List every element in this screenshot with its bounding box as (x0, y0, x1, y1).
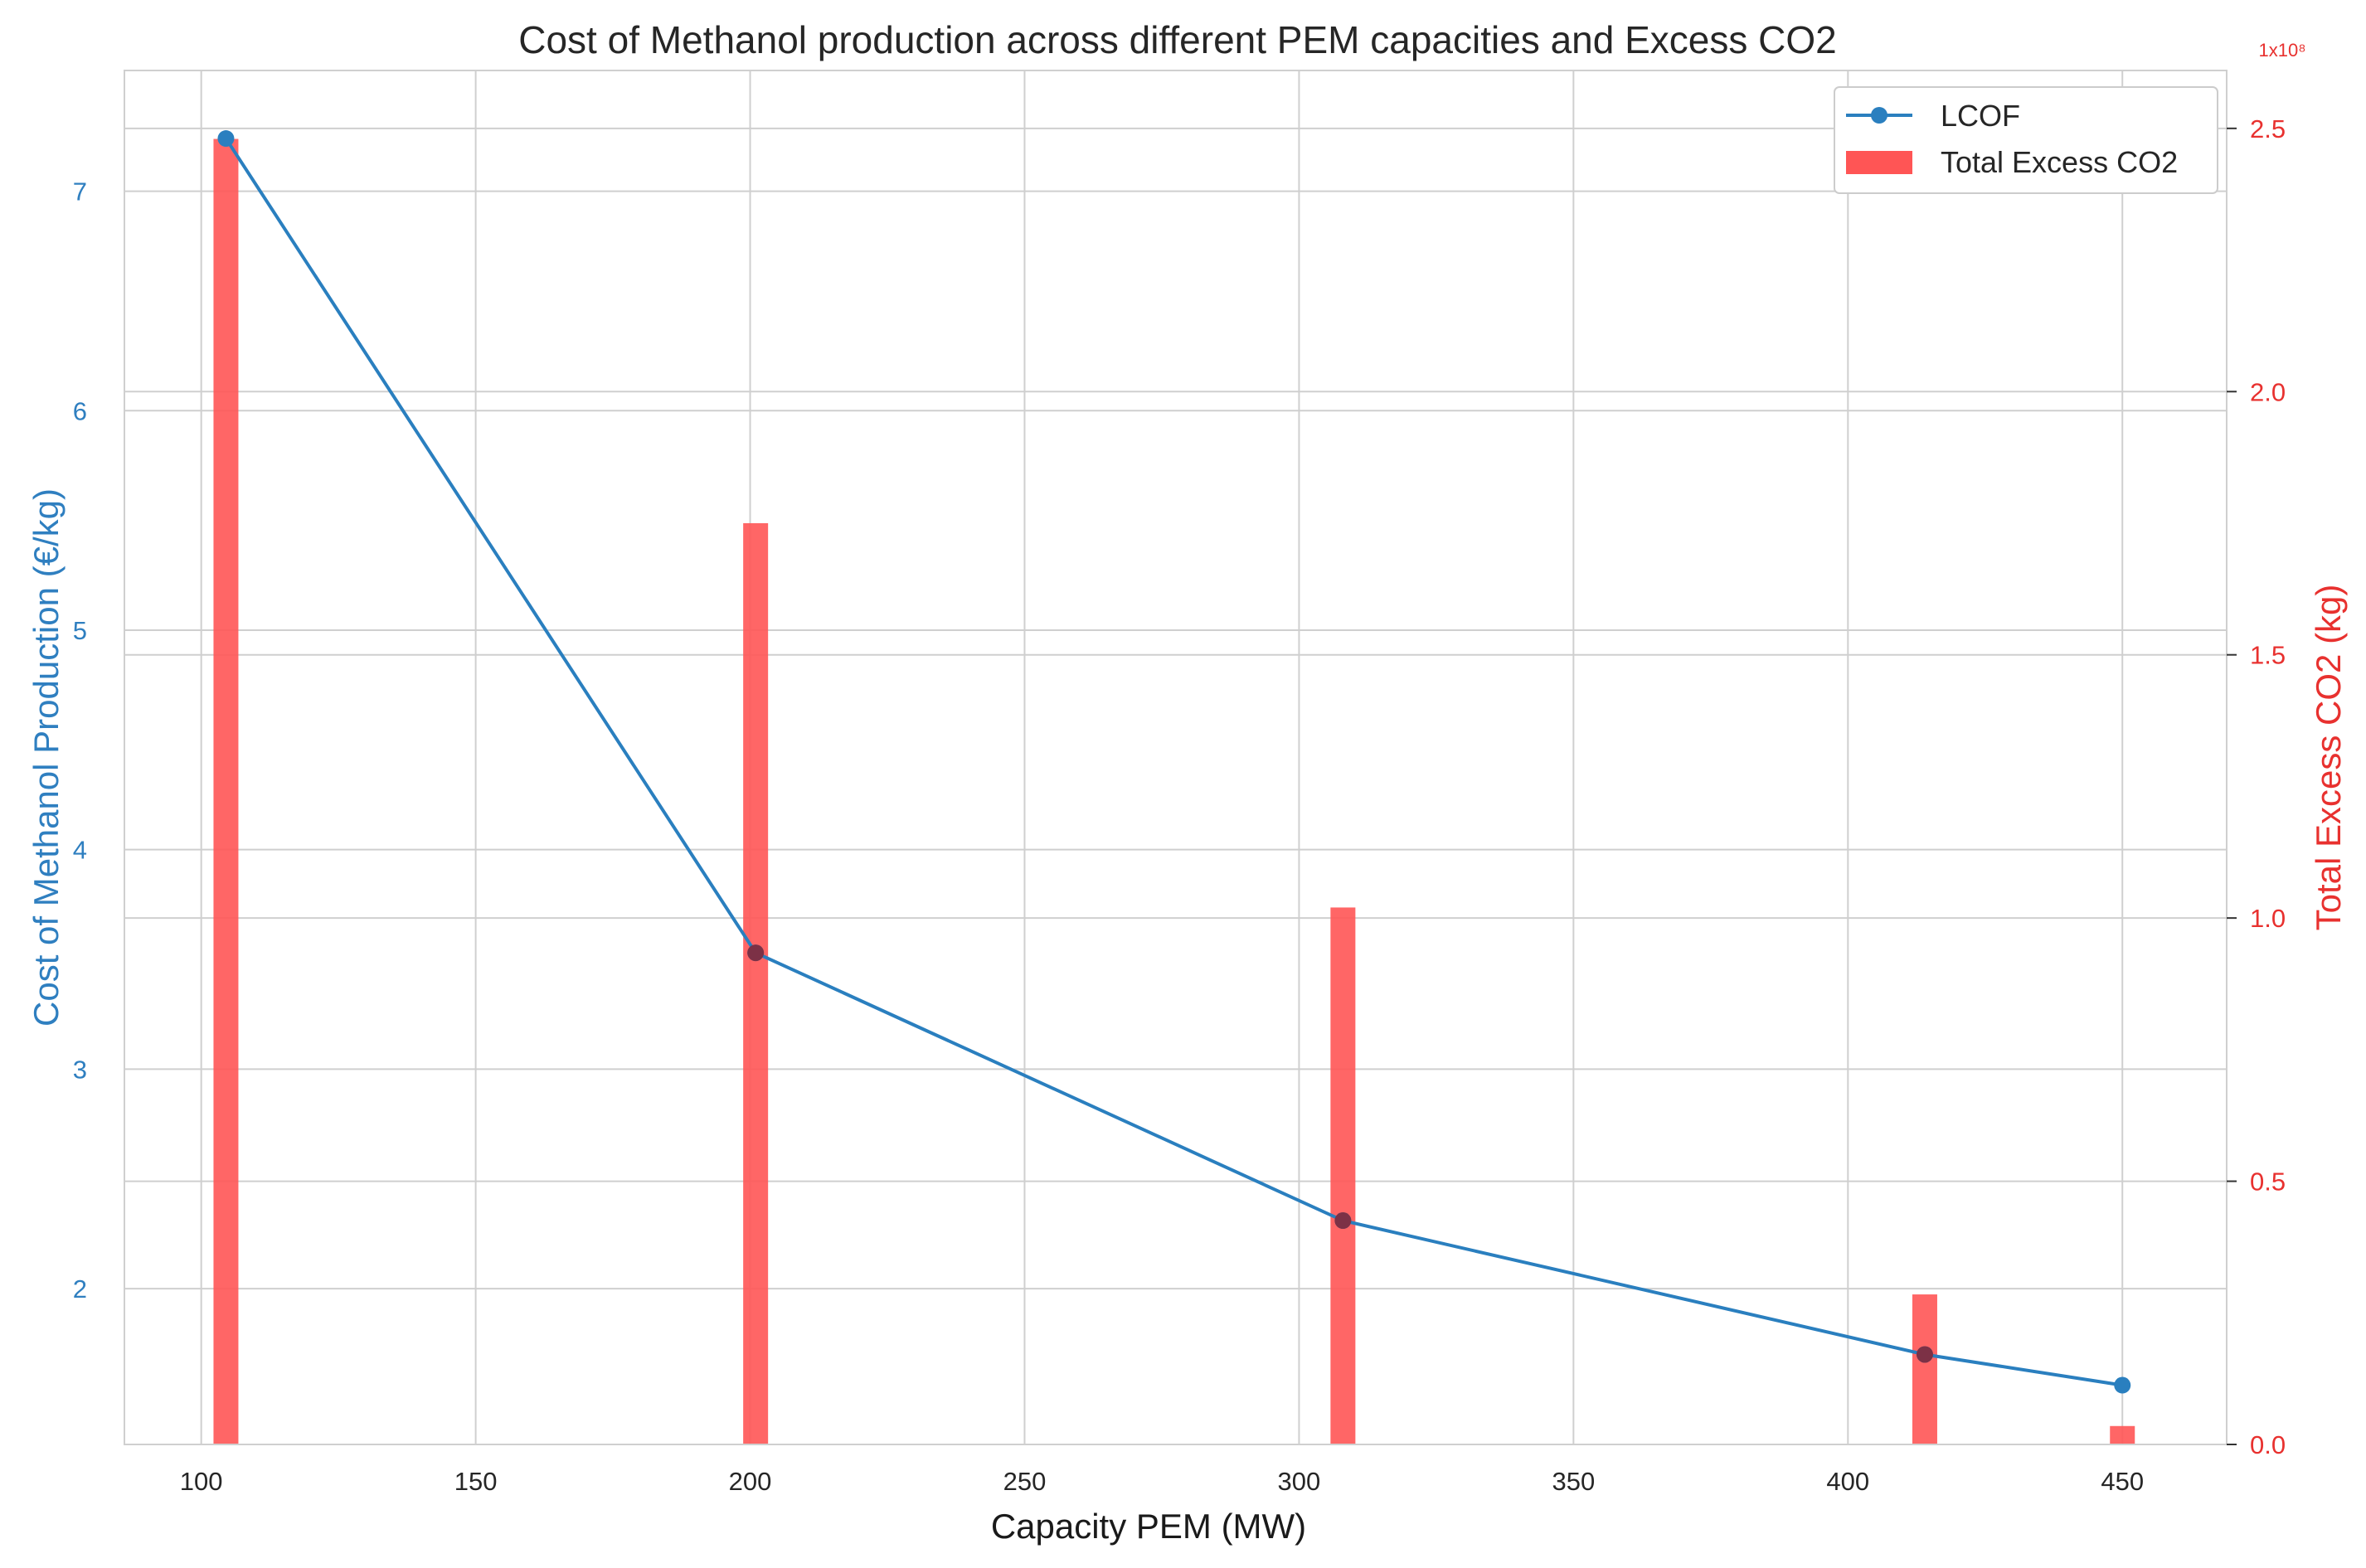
lcof-point-overlap (1334, 1212, 1352, 1230)
co2-bar (2110, 1425, 2135, 1444)
x-tick-label: 250 (1003, 1467, 1047, 1496)
plot-frame (124, 70, 2228, 1445)
x-tick-label: 100 (180, 1467, 223, 1496)
co2-bar (213, 138, 239, 1444)
y-right-tick-label: 2.0 (2250, 377, 2286, 406)
x-tick-label: 150 (454, 1467, 498, 1496)
tick-layer: 100 150 200 250 300 350 400 450 2 3 4 5 6 7 0.0 0.5 1.0 1… (73, 114, 2286, 1496)
y-right-tick-label: 0.5 (2250, 1168, 2286, 1197)
y-left-tick-label: 3 (73, 1055, 87, 1084)
line-layer (217, 130, 2131, 1394)
y-right-tick-label: 1.5 (2250, 641, 2286, 670)
lcof-point (2114, 1376, 2131, 1394)
legend-co2-label: Total Excess CO2 (1941, 145, 2178, 179)
y-right-tick-label: 2.5 (2250, 114, 2286, 143)
x-tick-label: 450 (2101, 1467, 2144, 1496)
y-left-tick-label: 7 (73, 177, 87, 206)
lcof-point (217, 130, 235, 148)
x-tick-label: 400 (1826, 1467, 1869, 1496)
legend-lcof-label: LCOF (1941, 99, 2020, 133)
bar-layer (213, 138, 2135, 1445)
y-right-tick-label: 1.0 (2250, 904, 2286, 933)
chart-title: Cost of Methanol production across diffe… (518, 18, 1837, 61)
legend-line-marker (1871, 107, 1887, 124)
x-tick-label: 200 (729, 1467, 772, 1496)
x-tick-label: 300 (1278, 1467, 1321, 1496)
co2-bar (743, 522, 769, 1445)
co2-bar (1912, 1294, 1937, 1444)
y-axis-right-multiplier: 1x10⁸ (2259, 40, 2306, 61)
y-right-tick-label: 0.0 (2250, 1430, 2286, 1459)
y-axis-left-label: Cost of Methanol Production (€/kg) (27, 488, 66, 1027)
y-left-tick-label: 5 (73, 616, 87, 645)
y-left-tick-label: 6 (73, 396, 87, 425)
y-axis-right-label: Total Excess CO2 (kg) (2309, 585, 2348, 931)
legend-bar-swatch (1846, 151, 1912, 174)
legend: LCOF Total Excess CO2 (1834, 86, 2218, 194)
co2-bar (1330, 907, 1356, 1444)
y-left-tick-label: 2 (73, 1274, 87, 1303)
y-left-tick-label: 4 (73, 836, 87, 865)
legend-box (1834, 86, 2218, 194)
lcof-point-overlap (747, 944, 765, 962)
lcof-point-overlap (1916, 1346, 1933, 1363)
x-axis-label: Capacity PEM (MW) (991, 1507, 1306, 1546)
x-tick-label: 350 (1552, 1467, 1595, 1496)
